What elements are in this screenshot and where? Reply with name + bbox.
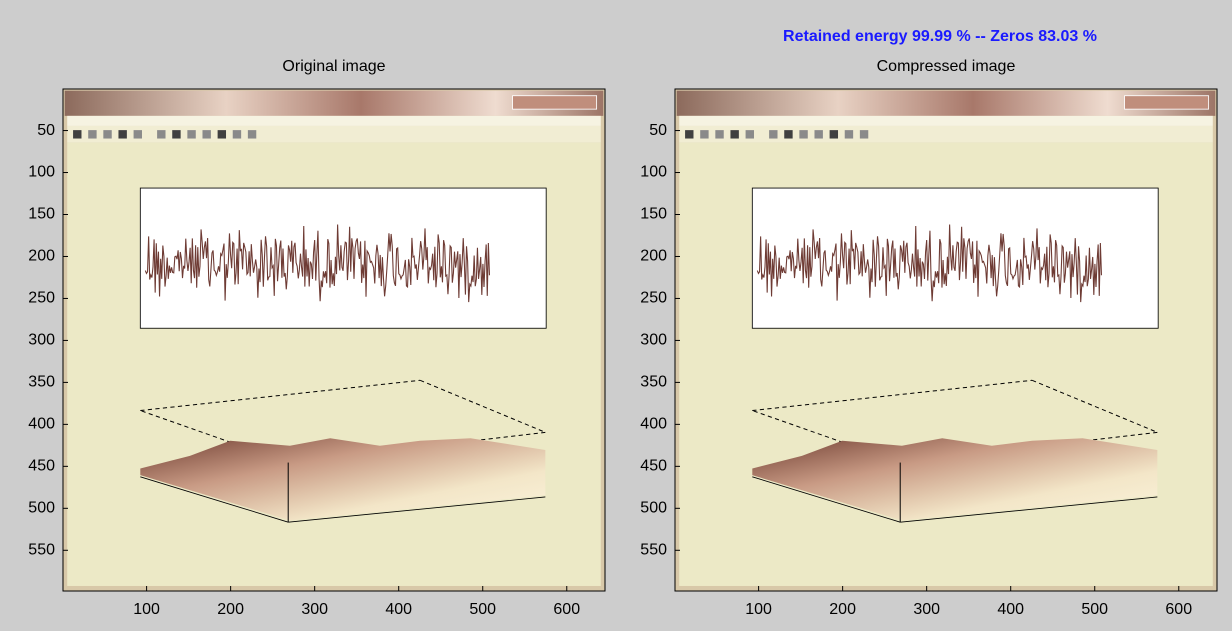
menu-bar [67,115,601,126]
toolbar-icon [799,130,808,139]
y-tick-label: 450 [28,458,55,475]
y-tick-label: 250 [640,290,667,307]
signal [144,224,491,303]
x-tick-label: 100 [133,601,160,618]
y-tick-label: 400 [28,416,55,433]
toolbar-icon [232,130,242,139]
x-tick-label: 200 [829,601,856,618]
x-tick-label: 500 [1081,601,1108,618]
image [675,89,1217,591]
x-tick-label: 400 [997,601,1024,618]
toolbar-icon [202,130,211,139]
toolbar-icon [247,130,257,139]
toolbar-icon [217,130,227,139]
toolbar-icon [769,130,778,139]
box-edge [288,496,546,523]
y-tick-label: 350 [28,374,55,391]
menu-bar [679,115,1213,126]
toolbar-icon [784,130,793,139]
y-tick-label: 350 [640,374,667,391]
y-tick-label: 400 [640,416,667,433]
x-tick-label: 300 [301,601,328,618]
signal [756,224,1103,303]
toolbar [679,125,1213,143]
box-edge [752,379,1033,412]
toolbar-icon [685,130,694,139]
surface [140,438,546,521]
y-tick-label: 300 [640,332,667,349]
toolbar-icon [829,130,839,139]
x-tick-label: 500 [469,601,496,618]
y-tick-label: 50 [649,122,667,139]
y-tick-label: 500 [28,500,55,517]
x-tick-label: 400 [385,601,412,618]
surface [752,438,1158,521]
toolbar-icon [172,130,181,139]
y-tick-label: 500 [640,500,667,517]
window-controls [512,95,598,110]
axes-title: Compressed image [877,58,1016,75]
y-tick-label: 450 [640,458,667,475]
y-tick-label: 200 [640,248,667,265]
toolbar-icon [715,130,724,139]
y-tick-label: 50 [37,122,55,139]
x-tick-label: 600 [553,601,580,618]
toolbar-icon [118,130,127,139]
toolbar-icon [88,130,97,139]
image [63,89,605,591]
y-tick-label: 100 [640,164,667,181]
x-tick-label: 300 [913,601,940,618]
toolbar-icon [859,130,869,139]
y-tick-label: 300 [28,332,55,349]
x-tick-label: 100 [745,601,772,618]
window-controls [1124,95,1210,110]
x-tick-label: 200 [217,601,244,618]
y-tick-label: 550 [28,542,55,559]
box-edge [140,379,421,412]
y-tick-label: 250 [28,290,55,307]
box-edge [140,476,289,523]
toolbar-icon [700,130,709,139]
toolbar [67,125,601,143]
toolbar-icon [73,130,82,139]
toolbar-icon [844,130,854,139]
box-edge [900,496,1158,523]
y-tick-label: 150 [28,206,55,223]
toolbar-icon [133,130,142,139]
toolbar-icon [157,130,166,139]
box-edge [752,476,901,523]
toolbar-icon [187,130,196,139]
toolbar-icon [745,130,754,139]
y-tick-label: 100 [28,164,55,181]
y-tick-label: 200 [28,248,55,265]
axes-title: Original image [282,58,385,75]
y-tick-label: 550 [640,542,667,559]
toolbar-icon [730,130,739,139]
x-tick-label: 600 [1165,601,1192,618]
toolbar-icon [103,130,112,139]
y-tick-label: 150 [640,206,667,223]
toolbar-icon [814,130,823,139]
suptitle: Retained energy 99.99 % -- Zeros 83.03 % [783,28,1097,45]
